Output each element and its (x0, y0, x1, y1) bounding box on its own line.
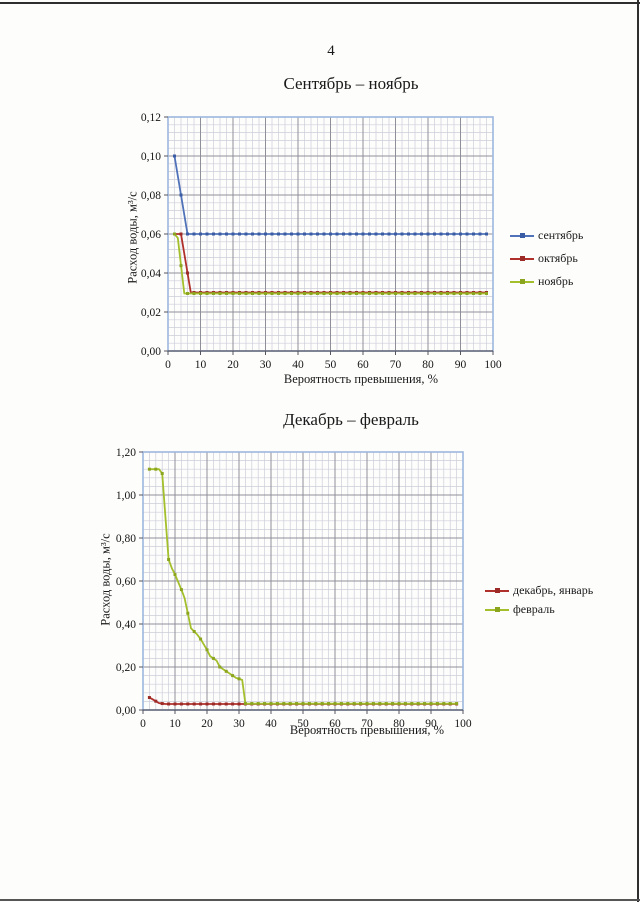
legend-item: февраль (485, 600, 593, 619)
x-tick-label: 100 (484, 359, 502, 371)
y-tick-label: 0,12 (141, 112, 161, 124)
x-tick-label: 30 (233, 718, 245, 730)
x-tick-label: 30 (260, 359, 272, 371)
x-tick-label: 60 (329, 718, 341, 730)
legend-label: февраль (513, 602, 555, 616)
legend-line-sample (485, 607, 509, 612)
legend-line-sample (510, 256, 534, 261)
legend-item: декабрь, январь (485, 581, 593, 600)
x-tick-label: 40 (292, 359, 304, 371)
x-tick-label: 90 (425, 718, 437, 730)
y-tick-label: 0,06 (141, 229, 161, 241)
x-tick-label: 60 (357, 359, 369, 371)
chart-2-legend: декабрь, январь февраль (485, 581, 593, 619)
x-tick-label: 70 (390, 359, 402, 371)
x-tick-label: 10 (195, 359, 207, 371)
legend-line-sample (510, 233, 534, 238)
chart-2-y-axis-title: Расход воды, м³/с (98, 533, 113, 626)
x-tick-label: 50 (325, 359, 337, 371)
y-tick-label: 0,04 (141, 268, 161, 280)
y-tick-label: 0,08 (141, 190, 161, 202)
x-tick-label: 10 (169, 718, 181, 730)
x-tick-label: 0 (140, 718, 146, 730)
y-tick-label: 1,00 (116, 490, 136, 502)
series-line-1 (174, 233, 487, 294)
legend-item: октябрь (510, 247, 583, 270)
axis-ticks: 0 10 20 30 40 50 60 70 80 90 100 0,00 0,20 0,40 0,60 0,… (116, 447, 472, 730)
y-tick-label: 0,02 (141, 307, 161, 319)
legend-label: сентябрь (538, 228, 584, 242)
x-tick-label: 80 (422, 359, 434, 371)
legend-item: сентябрь (510, 224, 583, 247)
x-tick-label: 20 (227, 359, 239, 371)
chart-1-legend: сентябрь октябрь ноябрь (510, 224, 583, 293)
x-tick-label: 100 (454, 718, 472, 730)
series-markers-0 (173, 154, 488, 236)
y-tick-label: 0,00 (116, 705, 136, 717)
page-number: 4 (327, 43, 335, 59)
y-tick-label: 1,20 (116, 447, 136, 459)
y-tick-label: 0,20 (116, 662, 136, 674)
series-marker-icon (495, 607, 500, 612)
chart-1-x-axis-title: Вероятность превышения, % (283, 372, 439, 386)
legend-line-sample (485, 588, 509, 593)
scan-edge-bottom (0, 899, 640, 901)
chart-2-x-axis-title: Вероятность превышения, % (289, 723, 445, 737)
legend-label: декабрь, январь (513, 583, 594, 597)
x-tick-label: 20 (201, 718, 213, 730)
x-tick-label: 0 (165, 359, 171, 371)
series-marker-icon (495, 588, 500, 593)
legend-item: ноябрь (510, 270, 583, 293)
legend-label: ноябрь (538, 274, 574, 288)
x-tick-label: 50 (297, 718, 309, 730)
legend-label: октябрь (538, 251, 578, 265)
y-tick-label: 0,10 (141, 151, 161, 163)
axis-ticks: 0 10 20 30 40 50 60 70 80 90 100 0,00 0,02 0,04 0,06 0,… (141, 112, 502, 371)
series-marker-icon (520, 233, 525, 238)
y-tick-label: 0,80 (116, 533, 136, 545)
chart-1-plot: 0 10 20 30 40 50 60 70 80 90 100 0,00 0,02 0,04 0,06 0,… (141, 112, 502, 371)
scan-edge-right (637, 0, 639, 902)
y-tick-label: 0,60 (116, 576, 136, 588)
x-tick-label: 90 (455, 359, 467, 371)
chart-1-y-axis-title: Расход воды, м³/с (125, 191, 140, 284)
x-tick-label: 40 (265, 718, 277, 730)
y-tick-label: 0,00 (141, 346, 161, 358)
chart-1-title: Сентябрь – ноябрь (283, 74, 419, 93)
series-markers-1 (147, 467, 459, 706)
scan-edge-top (0, 2, 640, 4)
grid (142, 451, 464, 711)
x-tick-label: 80 (393, 718, 405, 730)
y-tick-label: 0,40 (116, 619, 136, 631)
legend-line-sample (510, 279, 534, 284)
x-tick-label: 70 (361, 718, 373, 730)
chart-2-plot: 0 10 20 30 40 50 60 70 80 90 100 0,00 0,20 0,40 0,60 0,… (116, 447, 472, 730)
series-marker-icon (520, 279, 525, 284)
chart-2-title: Декабрь – февраль (283, 410, 419, 429)
series-marker-icon (520, 256, 525, 261)
series-markers-2 (173, 232, 488, 295)
